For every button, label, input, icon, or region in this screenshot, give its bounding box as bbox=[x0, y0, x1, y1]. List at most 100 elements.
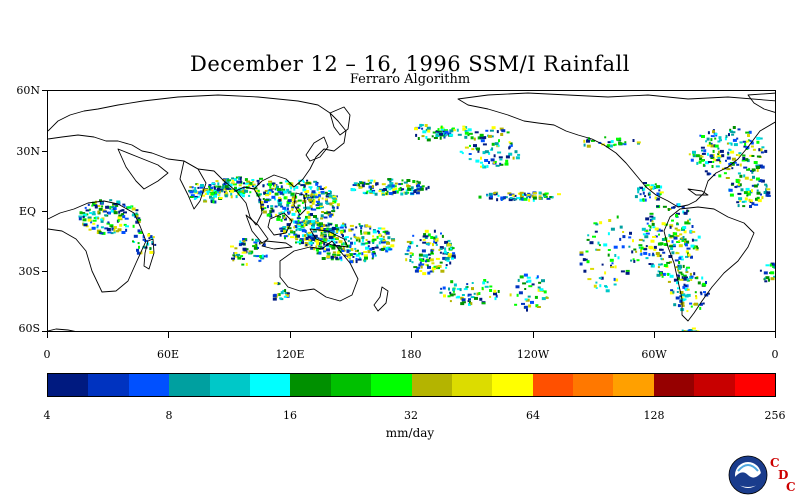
rain-pixel bbox=[723, 172, 727, 175]
rain-pixel bbox=[351, 188, 355, 192]
rain-pixel bbox=[254, 184, 257, 187]
rain-pixel bbox=[324, 191, 328, 194]
rain-pixel bbox=[352, 255, 355, 258]
rain-pixel bbox=[420, 259, 425, 262]
rain-pixel bbox=[246, 248, 249, 251]
rain-pixel bbox=[191, 186, 194, 189]
rain-pixel bbox=[373, 179, 376, 183]
rain-pixel bbox=[426, 138, 431, 142]
rain-pixel bbox=[661, 275, 664, 278]
rain-pixel bbox=[726, 156, 731, 160]
rain-pixel bbox=[749, 178, 753, 181]
rain-pixel bbox=[308, 213, 312, 217]
rain-pixel bbox=[316, 227, 321, 230]
rain-pixel bbox=[435, 133, 438, 137]
rain-pixel bbox=[463, 288, 468, 291]
rain-pixel bbox=[758, 179, 763, 183]
rain-pixel bbox=[371, 252, 374, 256]
rain-pixel bbox=[282, 206, 287, 210]
rain-pixel bbox=[758, 148, 763, 152]
rain-pixel bbox=[231, 177, 235, 180]
rain-pixel bbox=[297, 215, 300, 218]
rain-pixel bbox=[659, 274, 664, 276]
rain-pixel bbox=[94, 205, 98, 209]
lat-tick bbox=[42, 271, 47, 272]
rain-pixel bbox=[391, 239, 396, 242]
rain-pixel bbox=[293, 226, 296, 229]
rain-pixel bbox=[678, 256, 682, 260]
rain-pixel bbox=[300, 223, 305, 227]
rain-pixel bbox=[244, 238, 247, 241]
rain-pixel bbox=[583, 139, 586, 143]
rain-pixel bbox=[669, 274, 674, 278]
rain-pixel bbox=[83, 223, 88, 226]
rain-pixel bbox=[297, 204, 301, 207]
rain-pixel bbox=[105, 205, 110, 209]
rain-pixel bbox=[448, 287, 450, 291]
rain-pixel bbox=[668, 255, 673, 258]
rain-pixel bbox=[305, 215, 308, 219]
rain-pixel bbox=[773, 265, 775, 269]
rain-pixel bbox=[406, 249, 410, 252]
rain-pixel bbox=[348, 228, 353, 232]
rain-pixel bbox=[710, 144, 715, 148]
rain-pixel bbox=[323, 242, 326, 246]
rain-pixel bbox=[421, 185, 425, 188]
rain-pixel bbox=[194, 187, 197, 190]
rain-pixel bbox=[287, 199, 292, 203]
rain-pixel bbox=[118, 214, 123, 217]
rain-pixel bbox=[382, 245, 386, 248]
rain-pixel bbox=[645, 257, 649, 260]
rain-pixel bbox=[739, 141, 743, 144]
rain-pixel bbox=[252, 180, 255, 183]
rain-pixel bbox=[651, 263, 654, 266]
rain-pixel bbox=[319, 185, 322, 189]
rain-pixel bbox=[302, 188, 307, 192]
rain-pixel bbox=[753, 184, 758, 188]
rain-pixel bbox=[710, 135, 715, 138]
rain-pixel bbox=[306, 232, 309, 235]
rain-pixel bbox=[653, 248, 657, 251]
rain-pixel bbox=[374, 246, 379, 249]
rain-pixel bbox=[740, 188, 744, 192]
rain-pixel bbox=[505, 159, 509, 163]
rain-pixel bbox=[149, 235, 153, 239]
rain-pixel bbox=[225, 191, 228, 194]
rain-pixel bbox=[655, 197, 660, 201]
rain-pixel bbox=[749, 139, 752, 142]
rain-pixel bbox=[341, 250, 345, 252]
rain-pixel bbox=[299, 221, 304, 224]
rain-pixel bbox=[336, 254, 341, 256]
rain-pixel bbox=[694, 302, 698, 306]
rain-pixel bbox=[444, 134, 447, 137]
rain-pixel bbox=[751, 202, 755, 206]
rain-pixel bbox=[605, 289, 610, 293]
rain-pixel bbox=[398, 183, 402, 186]
rain-pixel bbox=[480, 161, 483, 164]
rain-pixel bbox=[426, 254, 429, 257]
rain-pixel bbox=[270, 205, 274, 208]
rain-pixel bbox=[712, 161, 715, 163]
rain-pixel bbox=[756, 140, 760, 144]
rain-pixel bbox=[358, 223, 361, 226]
rain-pixel bbox=[280, 218, 283, 222]
rain-pixel bbox=[704, 170, 708, 173]
rain-pixel bbox=[551, 196, 554, 199]
lat-tick bbox=[42, 331, 47, 332]
rain-pixel bbox=[142, 246, 146, 249]
rain-pixel bbox=[430, 249, 433, 253]
rain-pixel bbox=[544, 192, 549, 195]
rain-pixel bbox=[486, 194, 489, 197]
rain-pixel bbox=[669, 291, 674, 295]
rain-pixel bbox=[339, 226, 344, 229]
rain-pixel bbox=[661, 258, 664, 261]
rain-pixel bbox=[752, 175, 755, 179]
rain-pixel bbox=[585, 250, 589, 253]
rain-pixel bbox=[331, 227, 336, 230]
rain-pixel bbox=[541, 297, 546, 301]
rain-pixel bbox=[331, 205, 334, 208]
rain-pixel bbox=[269, 185, 272, 189]
rain-pixel bbox=[386, 186, 390, 189]
rain-pixel bbox=[276, 217, 281, 221]
rain-pixel bbox=[522, 193, 525, 196]
